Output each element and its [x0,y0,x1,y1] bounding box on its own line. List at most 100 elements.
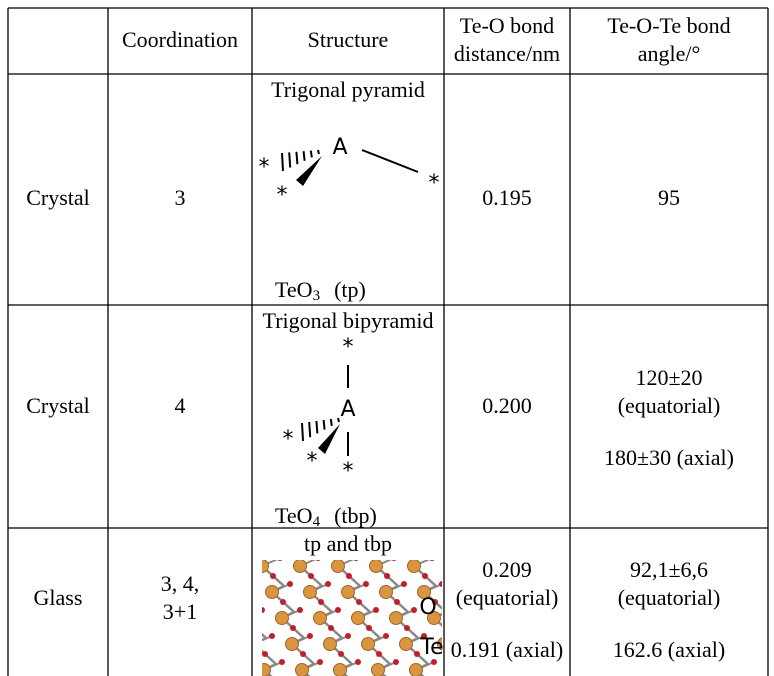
te-atom [248,638,261,651]
te-atom [342,586,355,599]
o-atom [277,555,283,561]
te-atom [324,638,337,651]
lattice-bond [492,670,514,676]
lattice-bond [454,664,466,670]
lattice-bond [452,566,474,586]
formula-part: TeO [275,277,313,302]
lattice-bond [244,618,266,638]
cell-text: 162.6 (axial) [613,637,725,662]
lattice-bond [234,592,256,612]
te-atom [448,664,461,676]
te-atom [258,664,271,676]
cell-text: 180±30 (axial) [604,445,734,470]
o-atom [460,573,466,579]
te-atom [314,612,327,625]
hashed-bond [311,151,312,158]
o-atom [262,651,268,657]
cell-text: 0.195 [482,185,532,210]
formula-part: TeO [275,503,313,528]
atom-label: O [419,595,436,620]
te-atom [238,612,251,625]
te-atom [400,638,413,651]
te-atom [332,560,345,573]
te-atom [408,560,421,573]
te-atom [334,664,347,676]
o-atom [355,659,361,665]
hashed-bond [302,423,303,441]
atom-label: * [343,459,354,484]
o-atom [328,625,334,631]
lattice-bond [224,566,246,586]
structure-formula: TeO3 (tp) [275,277,366,304]
lattice-bond [472,612,484,618]
te-atom [228,586,241,599]
structure-caption: Trigonal bipyramid [263,308,434,333]
o-atom [422,573,428,579]
cell-text: 0.200 [482,393,532,418]
cell-text: (equatorial) [456,585,559,610]
o-atom [242,599,248,605]
te-atom [266,586,279,599]
hashed-bond [289,152,290,167]
atom-label: Te [419,635,443,660]
atom-label: * [259,155,270,180]
o-atom [366,625,372,631]
structure-caption: Trigonal pyramid [271,77,425,102]
hashed-bond [338,418,339,422]
o-atom [346,573,352,579]
header-cell: Structure [308,27,389,52]
cell-text: 3 [175,185,186,210]
hashed-bond [318,150,319,154]
o-atom [404,625,410,631]
lattice-bond [244,610,262,618]
wedge-bond [296,156,322,186]
atom-label: A [340,397,355,422]
o-atom [279,659,285,665]
atom-label: * [277,183,288,208]
cell-text: 95 [658,185,680,210]
o-atom [325,581,331,587]
row-label: Crystal [26,393,90,418]
o-atom [308,573,314,579]
o-atom [411,607,417,613]
o-atom [290,625,296,631]
hashed-bond [316,421,317,433]
o-atom [467,555,473,561]
lattice-bond [472,610,490,618]
structure-caption: tp and tbp [304,531,392,556]
o-atom [318,599,324,605]
te-atom [410,664,423,676]
o-atom [270,573,276,579]
cell-text: 92,1±6,6 [630,557,708,582]
o-atom [373,607,379,613]
header-cell: distance/nm [454,41,560,66]
lattice-bond [234,584,252,592]
o-atom [259,607,265,613]
hashed-bond [331,419,332,426]
te-atom [256,560,269,573]
lattice-bond [472,618,494,638]
wedge-bond [318,424,340,454]
lattice-bond [492,664,504,670]
row-label: Crystal [26,185,90,210]
o-atom [401,581,407,587]
o-atom [287,581,293,587]
formula-part: 3 [313,288,321,304]
o-atom [239,555,245,561]
te-atom [218,560,231,573]
cell-text: 0.209 [482,557,532,582]
formula-part: 4 [313,514,321,530]
te-atom [286,638,299,651]
o-atom [269,633,275,639]
o-atom [345,633,351,639]
o-atom [393,659,399,665]
te-atom [380,586,393,599]
lattice-bond [224,558,242,566]
hashed-bond [304,151,305,161]
lattice-bond [454,670,476,676]
o-atom [442,625,448,631]
o-atom [449,607,455,613]
formula-part: (tp) [334,277,366,302]
te-atom [276,612,289,625]
hashed-bond [309,422,310,437]
